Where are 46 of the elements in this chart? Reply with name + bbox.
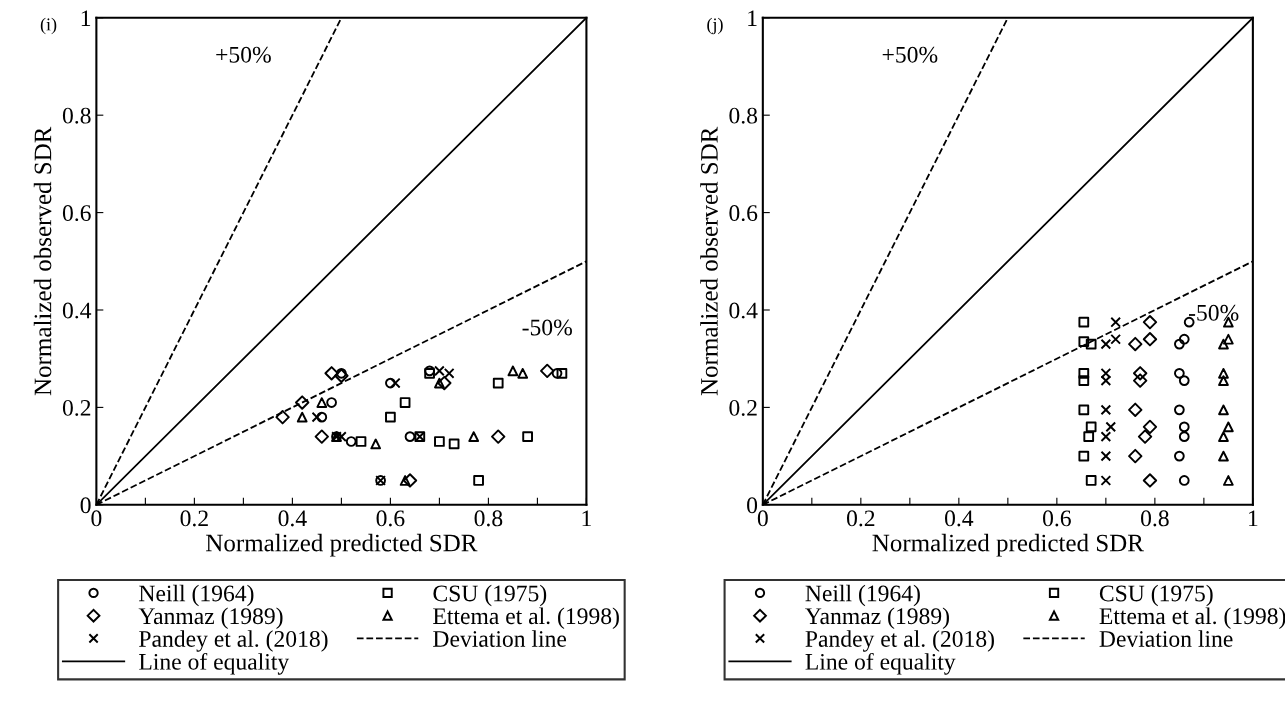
- x-tick-label: 0.6: [376, 510, 405, 527]
- x-tick-label: 0.6: [1043, 510, 1071, 527]
- annotation: +50%: [216, 46, 271, 63]
- x-tick-label: 0.4: [278, 510, 307, 527]
- legend-label: Line of equality: [139, 652, 290, 675]
- y-tick-label: 0.6: [729, 205, 758, 222]
- legend-label: CSU (1975): [433, 584, 547, 607]
- legend-label: Neill (1964): [805, 584, 920, 607]
- y-tick-label: 0: [80, 497, 91, 514]
- y-axis-title: Normalized observed SDR: [700, 126, 718, 396]
- legend-label: Deviation line: [1099, 630, 1233, 647]
- y-tick-label: 0.2: [729, 399, 757, 416]
- y-axis-title: Normalized observed SDR: [33, 126, 52, 396]
- legend-label: CSU (1975): [1099, 584, 1213, 607]
- legend-label: Ettema et al. (1998): [1099, 607, 1285, 629]
- legend-label: Deviation line: [433, 630, 567, 647]
- annotation: +50%: [882, 46, 938, 63]
- x-axis-title: Normalized predicted SDR: [872, 533, 1144, 557]
- y-tick-label: 0: [747, 497, 758, 514]
- y-tick-label: 1: [748, 10, 757, 26]
- y-tick-label: 0.6: [62, 205, 91, 222]
- x-tick-label: 0.8: [1141, 510, 1169, 527]
- x-tick-label: 1: [1249, 510, 1258, 527]
- legend-label: Yanmaz (1989): [138, 607, 283, 629]
- legend-label: Pandey et al. (2018): [805, 630, 994, 652]
- x-tick-label: 0.4: [944, 510, 974, 527]
- legend-label: Yanmaz (1989): [805, 607, 949, 629]
- x-axis-title: Normalized predicted SDR: [206, 533, 478, 557]
- y-tick-label: 0.2: [62, 399, 91, 416]
- x-tick-label: 0.8: [474, 510, 503, 527]
- x-tick-label: 0.2: [180, 510, 208, 527]
- y-tick-label: 0.4: [729, 302, 758, 319]
- y-tick-label: 0.8: [62, 107, 91, 124]
- x-tick-label: 1: [582, 510, 591, 527]
- annotation: -50%: [522, 319, 572, 336]
- chart-title: (j): [707, 17, 723, 35]
- y-tick-label: 0.4: [62, 302, 92, 319]
- legend-label: Ettema et al. (1998): [433, 607, 619, 629]
- y-tick-label: 0.8: [729, 107, 758, 124]
- legend-label: Neill (1964): [139, 584, 254, 607]
- legend-label: Pandey et al. (2018): [139, 630, 328, 652]
- annotation: -50%: [1188, 304, 1239, 321]
- y-tick-label: 1: [81, 10, 91, 26]
- chart-title: (i): [40, 17, 57, 35]
- legend-label: Line of equality: [805, 652, 956, 675]
- x-tick-label: 0.2: [846, 510, 875, 527]
